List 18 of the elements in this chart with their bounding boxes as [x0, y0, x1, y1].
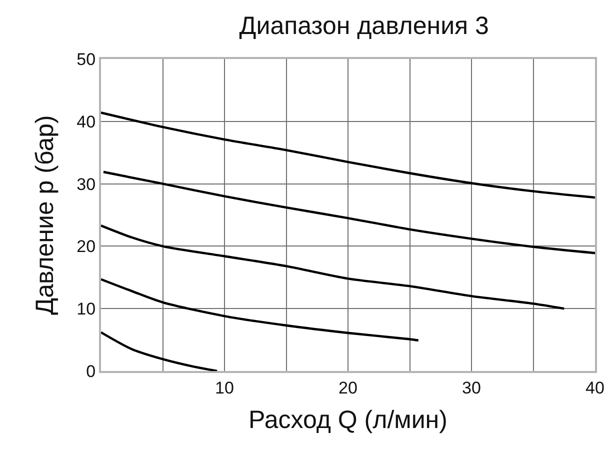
chart-title: Диапазон давления 3: [239, 12, 489, 40]
x-tick-label: 30: [462, 378, 481, 398]
x-tick-label: 40: [586, 378, 604, 398]
x-tick-label: 20: [338, 378, 358, 398]
y-tick-label: 40: [76, 112, 96, 132]
y-tick-label: 30: [76, 174, 96, 194]
y-tick-label: 50: [76, 50, 96, 69]
x-axis-title: Расход Q (л/мин): [248, 406, 448, 434]
y-tick-label: 20: [76, 237, 96, 256]
y-tick-label: 0: [86, 362, 96, 381]
line-series: [101, 224, 566, 310]
y-axis-title: Давление p (бар): [30, 115, 59, 315]
line-series: [101, 112, 595, 199]
x-tick-label: 10: [215, 378, 234, 398]
y-tick-label: 10: [76, 300, 96, 319]
line-series: [101, 278, 420, 342]
line-series: [101, 331, 218, 371]
line-series: [102, 170, 595, 254]
